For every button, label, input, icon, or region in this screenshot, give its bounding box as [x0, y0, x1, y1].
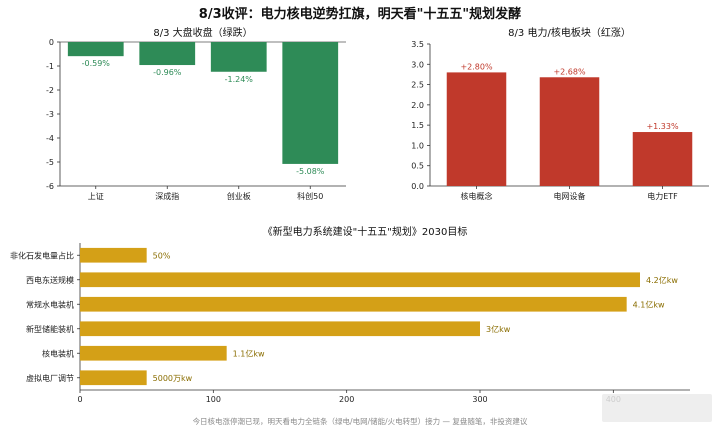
chart3-data-label: 1.1亿kw — [233, 348, 265, 358]
chart3-data-label: 4.2亿kw — [646, 275, 678, 285]
chart3-bar — [80, 321, 480, 337]
chart3-bar — [80, 370, 147, 386]
chart3-data-label: 5000万kw — [153, 374, 193, 383]
chart3-x-tick-label: 0 — [77, 395, 82, 404]
page-title: 8/3收评：电力核电逆势扛旗，明天看"十五五"规划发酵 — [199, 6, 521, 22]
chart2-y-tick-label: 0.0 — [411, 182, 424, 191]
chart3-data-label: 3亿kw — [486, 324, 511, 334]
chart2-x-tick-label: 核电概念 — [461, 191, 493, 201]
chart2-bar — [539, 77, 600, 186]
chart2-x-tick-label: 电网设备 — [554, 191, 586, 201]
watermark-overlay — [602, 394, 712, 422]
chart1-data-label: -0.96% — [153, 68, 182, 77]
chart2-bar — [632, 132, 693, 186]
chart1-x-tick-label: 深成指 — [155, 191, 179, 201]
chart3-data-label: 4.1亿kw — [633, 299, 665, 309]
chart1-x-tick-label: 上证 — [88, 192, 104, 201]
chart3-bar — [80, 296, 627, 312]
chart2-y-tick-label: 3.0 — [411, 60, 424, 69]
chart1-y-tick-label: -1 — [46, 62, 54, 71]
chart1-bar — [139, 42, 196, 66]
chart1-bar — [282, 42, 339, 164]
chart1-data-label: -0.59% — [82, 59, 111, 68]
chart1-bar — [210, 42, 267, 72]
chart3-y-tick-label: 西电东送规模 — [26, 275, 74, 285]
chart2-y-tick-label: 1.0 — [411, 141, 424, 150]
chart1-x-tick-label: 创业板 — [227, 191, 251, 201]
chart2-y-tick-label: 2.0 — [411, 101, 424, 110]
chart3-bar — [80, 345, 227, 361]
chart1-bar — [67, 42, 124, 57]
chart1-data-label: -1.24% — [225, 75, 254, 84]
chart3-data-label: 50% — [153, 251, 171, 260]
chart3-y-tick-label: 虚拟电厂调节 — [26, 373, 74, 383]
chart3-y-tick-label: 核电装机 — [42, 348, 74, 358]
chart2-y-tick-label: 3.5 — [411, 40, 424, 49]
chart3-title: 《新型电力系统建设"十五五"规划》2030目标 — [263, 225, 468, 238]
chart1-y-tick-label: -4 — [46, 134, 54, 143]
chart1-y-tick-label: 0 — [49, 38, 54, 47]
power-sector-chart: 8/3 电力/核电板块（红涨） 0.0 0.5 1.0 1.5 2.0 2.5 3.0 3.5 +… — [411, 26, 709, 201]
chart3-bar — [80, 272, 640, 288]
chart3-x-tick-label: 200 — [339, 395, 354, 404]
chart2-x-tick-label: 电力ETF — [647, 191, 678, 201]
chart2-data-label: +2.80% — [460, 62, 493, 71]
chart1-y-tick-label: -6 — [46, 182, 54, 191]
chart1-y-tick-label: -2 — [46, 86, 54, 95]
footer-note: 今日核电涨停潮已现，明天看电力全链条（绿电/电网/储能/火电转型）接力 — 复盘… — [193, 416, 528, 426]
chart3-y-tick-label: 非化石发电量占比 — [10, 250, 74, 260]
chart3-bar — [80, 247, 147, 263]
chart2-data-label: +2.68% — [553, 67, 586, 76]
chart3-y-tick-label: 常规水电装机 — [26, 299, 74, 309]
chart1-x-tick-label: 科创50 — [297, 191, 323, 201]
market-close-chart: 8/3 大盘收盘（绿跌） 0 -1 -2 -3 -4 -5 -6 -0.59% 上证 -0.96% 深… — [46, 26, 346, 201]
chart2-bar — [446, 72, 507, 186]
chart2-y-tick-label: 1.5 — [411, 121, 424, 130]
chart2-data-label: +1.33% — [646, 122, 679, 131]
chart1-title: 8/3 大盘收盘（绿跌） — [153, 26, 252, 39]
chart2-y-tick-label: 0.5 — [411, 162, 424, 171]
chart3-y-tick-label: 新型储能装机 — [26, 324, 74, 334]
chart1-data-label: -5.08% — [296, 167, 325, 176]
chart3-x-tick-label: 100 — [206, 395, 221, 404]
plan-targets-chart: 《新型电力系统建设"十五五"规划》2030目标010020030040050%非… — [10, 225, 690, 404]
chart3-x-tick-label: 300 — [472, 395, 487, 404]
chart2-y-tick-label: 2.5 — [411, 81, 424, 90]
chart1-y-tick-label: -3 — [46, 110, 54, 119]
chart1-y-tick-label: -5 — [46, 158, 54, 167]
chart2-title: 8/3 电力/核电板块（红涨） — [508, 26, 631, 39]
